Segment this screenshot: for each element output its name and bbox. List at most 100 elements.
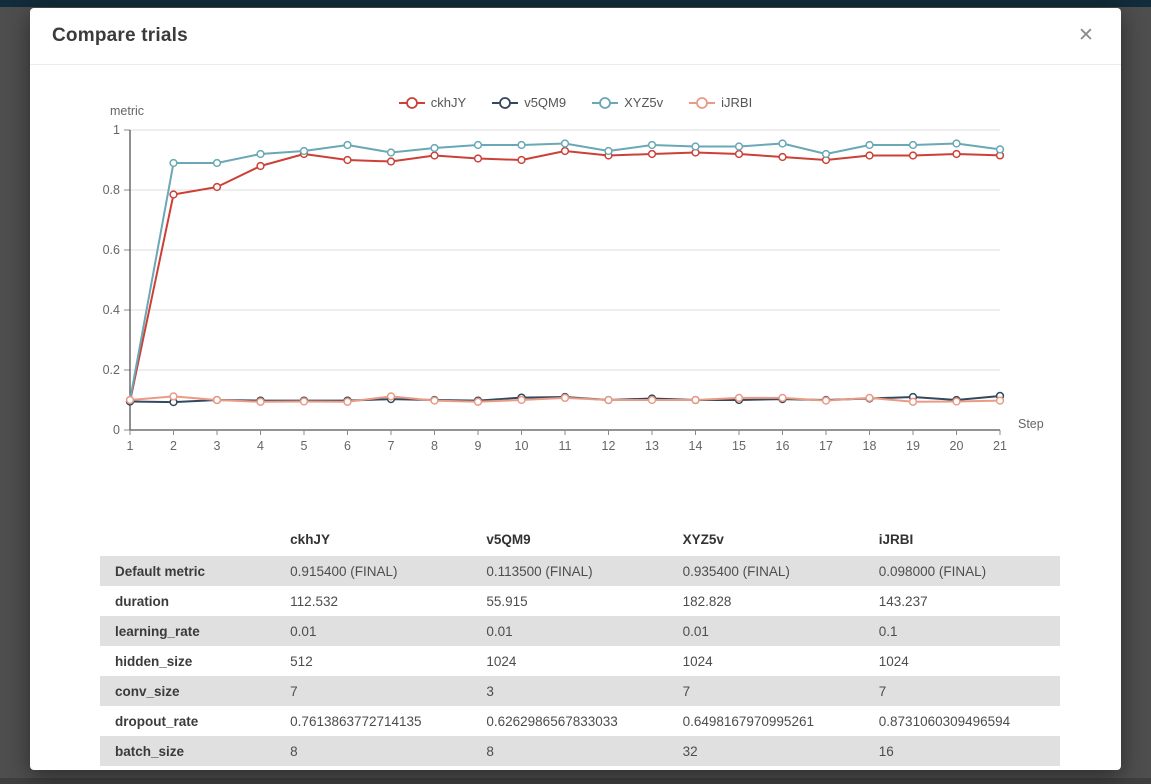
param-value: 0.01 <box>290 623 317 639</box>
param-value: 0.8731060309496594 <box>878 713 1011 729</box>
y-tick-label: 1 <box>113 123 120 137</box>
data-point[interactable] <box>560 139 570 148</box>
data-point[interactable] <box>386 392 396 401</box>
data-point[interactable] <box>908 397 918 406</box>
data-point[interactable] <box>169 158 178 168</box>
param-value: 1024 <box>486 653 517 669</box>
legend-label: iJRBI <box>721 95 753 110</box>
data-point[interactable] <box>517 140 526 150</box>
legend-label: ckhJY <box>430 95 467 110</box>
chart-legend: ckhJY v5QM9 XYZ5v iJRBI <box>30 95 1121 110</box>
data-point[interactable] <box>517 155 526 165</box>
data-point[interactable] <box>734 149 744 159</box>
data-point[interactable] <box>343 140 352 150</box>
legend-item-v5QM9[interactable]: v5QM9 <box>492 95 566 110</box>
data-point[interactable] <box>691 142 700 151</box>
data-point[interactable] <box>299 146 309 156</box>
data-point[interactable] <box>647 395 657 405</box>
data-point[interactable] <box>256 161 265 171</box>
data-point[interactable] <box>865 393 874 403</box>
data-point[interactable] <box>560 393 570 403</box>
data-point[interactable] <box>821 396 831 405</box>
data-point[interactable] <box>299 397 309 406</box>
data-point[interactable] <box>256 149 265 159</box>
data-point[interactable] <box>734 142 744 151</box>
data-point[interactable] <box>908 151 918 160</box>
x-tick-label: 7 <box>388 439 395 453</box>
param-value: 0.01 <box>682 623 709 639</box>
legend-label: v5QM9 <box>524 95 567 110</box>
table-row: batch_size 8 8 32 16 <box>100 736 1060 766</box>
data-point[interactable] <box>473 154 483 163</box>
data-point[interactable] <box>212 182 222 192</box>
data-point[interactable] <box>473 140 483 150</box>
data-point[interactable] <box>778 393 787 403</box>
param-value: 0.935400 (FINAL) <box>682 563 790 579</box>
data-point[interactable] <box>473 397 483 406</box>
param-name: Default metric <box>115 563 206 579</box>
data-point[interactable] <box>430 151 439 160</box>
param-name: conv_size <box>115 683 180 699</box>
legend-item-XYZ5v[interactable]: XYZ5v <box>592 95 663 110</box>
x-tick-label: 17 <box>819 439 833 453</box>
data-point[interactable] <box>734 393 744 403</box>
data-point[interactable] <box>995 145 1005 154</box>
data-point[interactable] <box>386 157 396 166</box>
table-row: Default metric 0.915400 (FINAL) 0.113500 (… <box>100 556 1060 586</box>
data-point[interactable] <box>169 190 178 199</box>
column-header: iJRBI <box>878 532 914 547</box>
data-point[interactable] <box>125 395 135 405</box>
legend-item-ckhJY[interactable]: ckhJY <box>398 95 467 110</box>
param-value: 1024 <box>682 653 713 669</box>
table-row: dropout_rate 0.7613863772714135 0.62629865… <box>100 706 1060 736</box>
background-app-bottombar <box>0 778 1151 784</box>
data-point[interactable] <box>212 395 222 405</box>
x-tick-label: 11 <box>559 439 572 453</box>
data-point[interactable] <box>386 148 396 157</box>
x-tick-label: 3 <box>214 439 221 453</box>
data-point[interactable] <box>908 140 918 150</box>
data-point[interactable] <box>256 397 265 406</box>
data-point[interactable] <box>691 395 700 405</box>
data-point[interactable] <box>778 139 787 148</box>
data-point[interactable] <box>952 149 961 159</box>
data-point[interactable] <box>212 158 222 168</box>
x-tick-label: 9 <box>475 439 482 453</box>
data-point[interactable] <box>430 396 439 405</box>
column-header: XYZ5v <box>682 532 724 547</box>
data-point[interactable] <box>647 149 657 159</box>
data-point[interactable] <box>821 149 831 159</box>
data-point[interactable] <box>517 395 526 405</box>
param-value: 3 <box>486 683 494 699</box>
y-axis-title: metric <box>110 104 145 118</box>
x-axis-title: Step <box>1018 417 1044 431</box>
data-point[interactable] <box>952 139 961 148</box>
data-point[interactable] <box>430 143 439 153</box>
data-point[interactable] <box>604 146 613 156</box>
y-tick-label: 0.4 <box>103 303 120 317</box>
compare-chart: 00.20.40.60.811 2 3 4 5 6 7 8 9 10 11 12 13 14 15 16 17 1… <box>103 123 1044 453</box>
x-tick-label: 14 <box>689 439 703 453</box>
data-point[interactable] <box>560 146 570 156</box>
data-point[interactable] <box>343 397 352 406</box>
param-value: 0.6262986567833033 <box>486 713 618 729</box>
x-tick-label: 19 <box>906 439 920 453</box>
param-value: 182.828 <box>682 593 732 609</box>
data-point[interactable] <box>169 392 178 401</box>
data-point[interactable] <box>865 140 874 150</box>
data-point[interactable] <box>995 396 1005 405</box>
table-row: learning_rate 0.01 0.01 0.01 0.1 <box>100 616 1060 646</box>
x-tick-label: 15 <box>732 439 746 453</box>
data-point[interactable] <box>865 151 874 160</box>
trial-params-section: ckhJY v5QM9 XYZ5v iJRBI Default metric 0.915… <box>30 523 1121 766</box>
close-icon[interactable]: ✕ <box>1071 21 1101 51</box>
legend-item-iJRBI[interactable]: iJRBI <box>689 95 752 110</box>
data-point[interactable] <box>343 155 352 165</box>
data-point[interactable] <box>952 397 961 406</box>
data-point[interactable] <box>604 395 613 405</box>
param-value: 8 <box>486 743 494 759</box>
data-point[interactable] <box>778 152 787 162</box>
x-tick-label: 20 <box>950 439 964 453</box>
y-tick-label: 0.6 <box>103 243 120 257</box>
data-point[interactable] <box>647 140 657 150</box>
